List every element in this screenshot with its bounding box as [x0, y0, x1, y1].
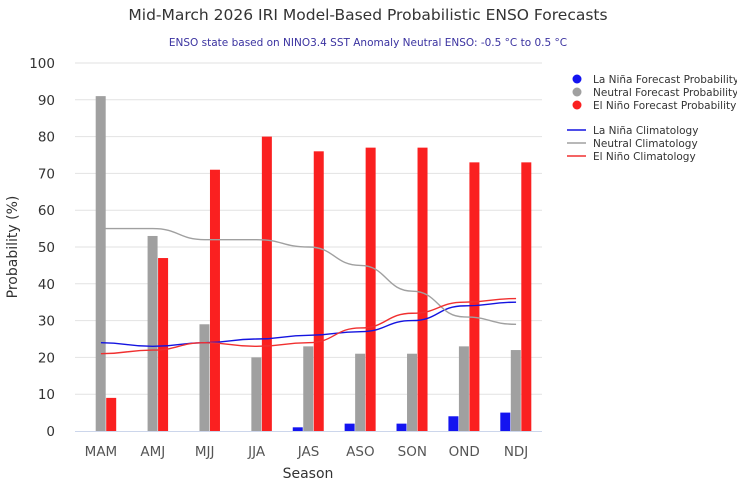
legend-marker-icon [572, 74, 582, 84]
bar-el-ni-o-forecast-probability[interactable] [261, 136, 272, 431]
x-tick-label: JAS [297, 444, 320, 460]
legend-item-el-ni-o-forecast-probability[interactable]: El Niño Forecast Probability [572, 100, 737, 112]
bar-el-ni-o-forecast-probability[interactable] [365, 147, 376, 431]
y-tick-label: 80 [38, 130, 55, 146]
legend-label: La Niña Forecast Probability [593, 74, 737, 86]
bar-neutral-forecast-probability[interactable] [407, 353, 418, 431]
y-tick-label: 50 [38, 240, 55, 256]
y-axis-title: Probability (%) [5, 196, 21, 299]
bar-el-ni-o-forecast-probability[interactable] [469, 162, 480, 432]
bar-neutral-forecast-probability[interactable] [355, 353, 366, 431]
y-tick-label: 20 [38, 350, 55, 366]
x-tick-label: ASO [346, 444, 374, 460]
bar-el-ni-o-forecast-probability[interactable] [158, 258, 169, 431]
x-tick-label: SON [398, 444, 427, 460]
y-tick-label: 90 [38, 93, 55, 109]
y-tick-label: 40 [38, 277, 55, 293]
legend-item-neutral-climatology[interactable]: Neutral Climatology [567, 138, 698, 150]
chart-subtitle: ENSO state based on NINO3.4 SST Anomaly … [169, 37, 567, 49]
bar-el-ni-o-forecast-probability[interactable] [521, 162, 532, 432]
line-neutral-climatology[interactable] [100, 227, 517, 325]
legend-item-el-ni-o-climatology[interactable]: El Niño Climatology [567, 151, 696, 163]
bar-neutral-forecast-probability[interactable] [303, 346, 314, 431]
x-axis-title: Season [283, 466, 334, 482]
y-tick-label: 60 [38, 203, 55, 219]
bar-el-ni-o-forecast-probability[interactable] [313, 151, 324, 431]
legend-item-la-ni-a-forecast-probability[interactable]: La Niña Forecast Probability [572, 74, 737, 86]
bar-neutral-forecast-probability[interactable] [147, 235, 158, 431]
legend-label: La Niña Climatology [593, 125, 698, 137]
legend-label: El Niño Forecast Probability [593, 100, 736, 112]
legend-label: Neutral Forecast Probability [593, 87, 737, 99]
climatology-lines [100, 227, 517, 355]
bars [95, 96, 532, 432]
bar-la-ni-a-forecast-probability[interactable] [500, 412, 511, 431]
chart-title: Mid-March 2026 IRI Model-Based Probabili… [128, 6, 607, 24]
y-axis-ticks: 0 10 20 30 40 50 60 70 80 90 100 [29, 56, 55, 440]
x-tick-label: NDJ [504, 444, 528, 460]
bar-neutral-forecast-probability[interactable] [95, 96, 106, 432]
y-tick-label: 0 [46, 424, 55, 440]
legend-item-neutral-forecast-probability[interactable]: Neutral Forecast Probability [572, 87, 737, 99]
bar-el-ni-o-forecast-probability[interactable] [209, 169, 220, 431]
bar-neutral-forecast-probability[interactable] [510, 350, 521, 431]
legend-marker-icon [572, 100, 582, 110]
legend-item-la-ni-a-climatology[interactable]: La Niña Climatology [567, 125, 698, 137]
y-tick-label: 70 [38, 166, 55, 182]
y-tick-label: 10 [38, 387, 55, 403]
legend-label: El Niño Climatology [593, 151, 696, 163]
line-la-ni-a-climatology[interactable] [100, 301, 517, 348]
bar-la-ni-a-forecast-probability[interactable] [292, 427, 303, 431]
y-tick-label: 30 [38, 314, 55, 330]
legend-label: Neutral Climatology [593, 138, 698, 150]
bar-la-ni-a-forecast-probability[interactable] [344, 423, 355, 431]
y-tick-label: 100 [29, 56, 55, 72]
bar-la-ni-a-forecast-probability[interactable] [396, 423, 407, 431]
bar-la-ni-a-forecast-probability[interactable] [448, 416, 459, 431]
x-tick-label: MJJ [195, 444, 215, 460]
x-axis-ticks: MAM AMJ MJJ JJA JAS ASO SON OND NDJ [85, 444, 529, 460]
x-tick-label: AMJ [140, 444, 165, 460]
bar-neutral-forecast-probability[interactable] [199, 324, 210, 431]
legend-marker-icon [572, 87, 582, 97]
x-tick-label: OND [449, 444, 480, 460]
bar-el-ni-o-forecast-probability[interactable] [106, 397, 117, 431]
x-tick-label: JJA [247, 444, 266, 460]
x-tick-label: MAM [85, 444, 118, 460]
bar-el-ni-o-forecast-probability[interactable] [417, 147, 428, 431]
bar-neutral-forecast-probability[interactable] [458, 346, 469, 431]
line-el-ni-o-climatology[interactable] [100, 297, 517, 355]
bar-neutral-forecast-probability[interactable] [251, 357, 262, 431]
